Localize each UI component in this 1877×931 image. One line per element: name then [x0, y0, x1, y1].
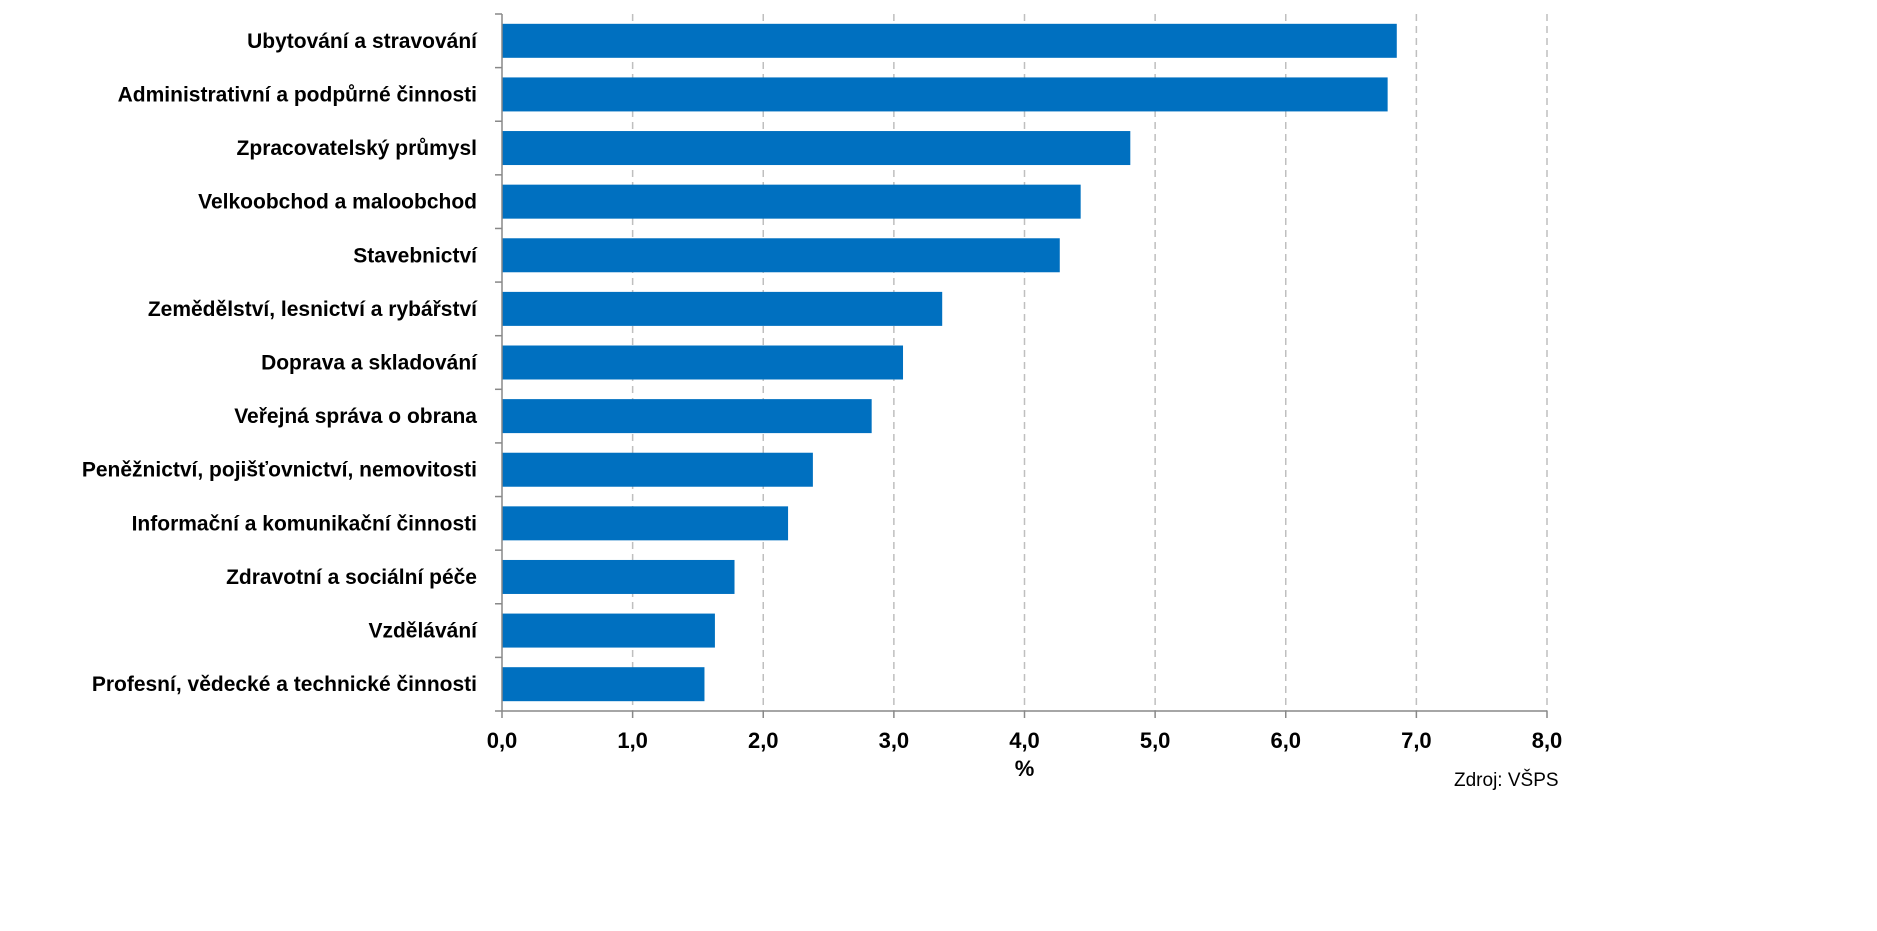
bar — [502, 238, 1060, 273]
category-label: Ubytování a stravování — [247, 30, 478, 53]
x-tick-label: 5,0 — [1140, 728, 1171, 753]
category-label: Zemědělství, lesnictví a rybářství — [148, 298, 478, 321]
category-label: Zdravotní a sociální péče — [226, 566, 477, 589]
category-label: Veřejná správa o obrana — [234, 405, 477, 428]
bar — [502, 399, 872, 434]
x-tick-label: 7,0 — [1401, 728, 1432, 753]
bar — [502, 131, 1131, 166]
bar — [502, 23, 1397, 58]
category-label: Informační a komunikační činnosti — [132, 512, 477, 535]
category-label: Stavebnictví — [353, 244, 478, 267]
bar — [502, 667, 705, 702]
axis-ticks — [495, 13, 1548, 718]
source-note: Zdroj: VŠPS — [1454, 769, 1559, 791]
category-label: Velkoobchod a maloobchod — [198, 191, 477, 214]
bar — [502, 184, 1081, 219]
bar — [502, 291, 943, 326]
bars — [502, 23, 1397, 702]
x-tick-label: 8,0 — [1532, 728, 1563, 753]
bar — [502, 452, 813, 487]
bar — [502, 345, 904, 380]
bar — [502, 559, 735, 594]
category-label: Doprava a skladování — [261, 352, 478, 375]
x-tick-label: 1,0 — [617, 728, 648, 753]
category-label: Profesní, vědecké a technické činnosti — [92, 673, 477, 696]
bar — [502, 77, 1388, 112]
x-tick-label: 2,0 — [748, 728, 779, 753]
x-tick-label: 0,0 — [487, 728, 518, 753]
category-label: Peněžnictví, pojišťovnictví, nemovitosti — [82, 459, 477, 482]
category-label: Administrativní a podpůrné činnosti — [118, 83, 477, 106]
x-axis-title: % — [1015, 756, 1035, 781]
x-tick-label: 3,0 — [879, 728, 910, 753]
category-label: Zpracovatelský průmysl — [237, 137, 477, 160]
category-labels: Ubytování a stravování Administrativní a … — [82, 30, 478, 696]
x-tick-label: 6,0 — [1270, 728, 1301, 753]
bar — [502, 506, 789, 541]
bar — [502, 613, 715, 648]
category-label: Vzdělávání — [368, 620, 478, 643]
x-tick-labels: 0,0 1,0 2,0 3,0 4,0 5,0 6,0 7,0 8,0 — [487, 728, 1563, 753]
x-tick-label: 4,0 — [1009, 728, 1040, 753]
